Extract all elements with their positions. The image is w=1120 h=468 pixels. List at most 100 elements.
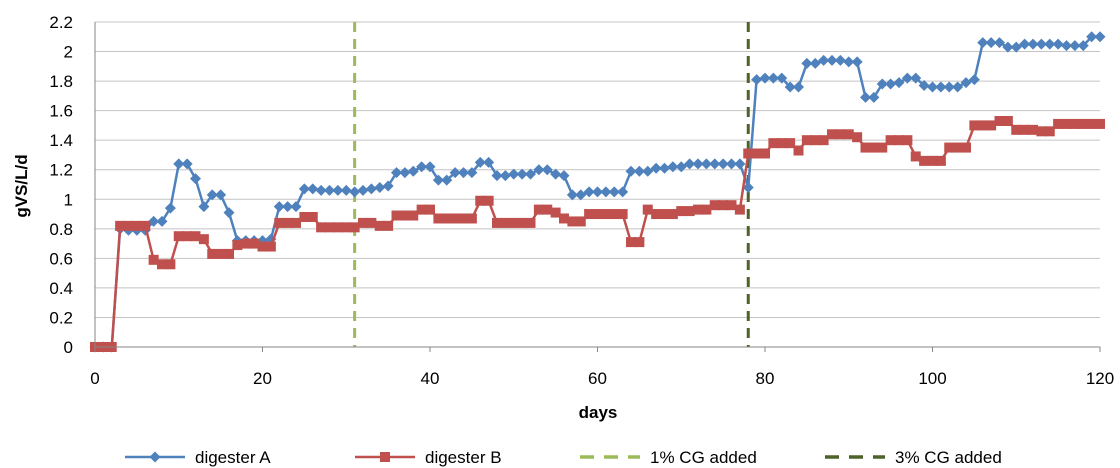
data-point xyxy=(818,54,830,66)
data-point xyxy=(1069,40,1081,52)
data-point xyxy=(834,54,846,66)
y-tick-label: 0.6 xyxy=(49,249,73,268)
data-point xyxy=(399,210,410,221)
data-point xyxy=(500,217,511,228)
data-point xyxy=(1061,40,1072,52)
data-point xyxy=(944,142,955,153)
data-point xyxy=(299,212,310,222)
data-point xyxy=(659,162,670,174)
series-digester-A xyxy=(89,31,1106,353)
y-tick-label: 1.4 xyxy=(49,131,73,150)
y-tick-label: 2 xyxy=(64,43,73,62)
legend-label: digester A xyxy=(195,448,271,467)
data-point xyxy=(785,138,796,149)
data-point xyxy=(843,56,855,68)
data-point xyxy=(291,217,301,228)
data-point xyxy=(340,184,352,196)
data-point xyxy=(458,167,469,179)
legend-label: digester B xyxy=(425,448,502,467)
event-lines xyxy=(353,22,750,347)
data-point xyxy=(776,72,788,84)
data-point xyxy=(726,158,737,170)
data-point xyxy=(223,207,235,219)
data-point xyxy=(684,158,696,170)
data-point xyxy=(709,158,721,170)
data-point xyxy=(852,132,863,143)
series-digester-B xyxy=(90,115,1105,352)
data-point xyxy=(760,148,770,159)
data-point xyxy=(391,210,402,221)
data-point xyxy=(1053,118,1064,129)
data-point xyxy=(240,238,251,249)
data-point xyxy=(994,115,1005,126)
data-point xyxy=(558,170,570,182)
data-point xyxy=(743,148,754,159)
data-point xyxy=(1002,41,1014,53)
data-point xyxy=(541,164,553,176)
data-point xyxy=(1094,31,1106,43)
data-point xyxy=(324,222,335,233)
data-point xyxy=(182,231,193,242)
x-tick-label: 60 xyxy=(588,369,607,388)
data-point xyxy=(156,215,168,227)
data-point xyxy=(157,259,167,270)
series-line xyxy=(95,119,1100,349)
data-point xyxy=(316,222,327,233)
data-point xyxy=(609,209,620,220)
data-point xyxy=(206,189,218,201)
data-point xyxy=(374,181,386,193)
y-tick-label: 0.8 xyxy=(49,220,73,239)
data-point xyxy=(717,158,729,170)
data-point xyxy=(726,200,737,211)
data-point xyxy=(734,204,745,215)
data-point xyxy=(1086,31,1098,43)
data-point xyxy=(742,181,754,193)
data-point xyxy=(709,200,720,211)
data-point xyxy=(684,206,695,217)
data-point xyxy=(969,120,980,131)
data-point xyxy=(617,186,629,198)
y-tick-label: 0.4 xyxy=(49,279,73,298)
data-point xyxy=(600,209,611,220)
data-point xyxy=(659,209,670,220)
data-point xyxy=(1069,118,1080,129)
data-point xyxy=(977,37,989,49)
data-point xyxy=(575,216,586,227)
data-point xyxy=(149,451,161,463)
data-point xyxy=(433,213,444,224)
data-point xyxy=(801,57,813,69)
data-point xyxy=(1044,38,1056,50)
data-point xyxy=(675,161,687,173)
data-point xyxy=(358,217,368,228)
data-point xyxy=(1078,118,1089,129)
data-point xyxy=(441,174,453,186)
data-point xyxy=(450,213,461,224)
data-point xyxy=(298,183,310,195)
data-point xyxy=(380,452,390,462)
data-point xyxy=(567,216,578,227)
axes xyxy=(94,22,1101,352)
data-point xyxy=(1077,40,1089,52)
data-point xyxy=(341,222,352,233)
y-tick-labels: 0 0.2 0.4 0.6 0.8 1 1.2 1.4 1.6 1.8 2 2.2 xyxy=(49,13,73,357)
data-point xyxy=(1019,124,1030,135)
data-point xyxy=(165,259,176,270)
data-point xyxy=(273,201,285,213)
x-tick-label: 80 xyxy=(756,369,775,388)
x-tick-label: 100 xyxy=(918,369,946,388)
data-point xyxy=(935,81,947,93)
data-point xyxy=(533,164,545,176)
data-point xyxy=(349,186,361,198)
data-point xyxy=(793,145,804,156)
data-point xyxy=(927,155,938,166)
data-point xyxy=(693,204,703,215)
data-point xyxy=(801,135,812,146)
data-point xyxy=(198,201,210,213)
data-point xyxy=(751,74,763,86)
data-point xyxy=(357,184,369,196)
data-point xyxy=(1011,124,1022,135)
data-point xyxy=(876,78,888,90)
data-point xyxy=(474,156,486,168)
data-point xyxy=(123,220,134,231)
data-point xyxy=(181,158,193,170)
